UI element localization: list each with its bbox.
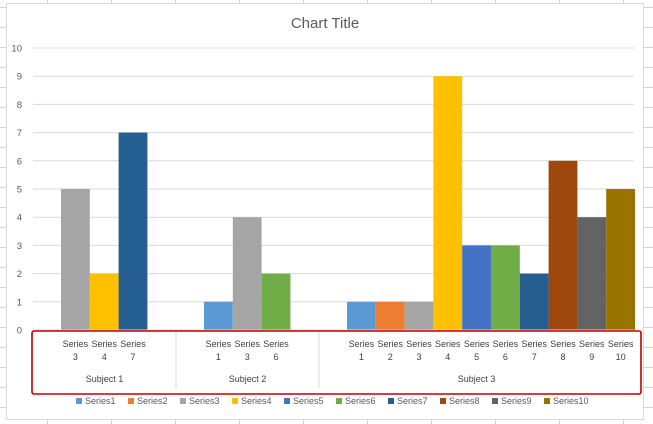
legend-label: Series4	[241, 396, 272, 406]
x-group-label: Subject 2	[229, 374, 267, 384]
x-group-label: Subject 1	[86, 374, 124, 384]
bar-subject-3-series10[interactable]	[606, 189, 635, 330]
x-sublabel-series: Series	[263, 339, 289, 349]
bar-subject-3-series5[interactable]	[462, 245, 491, 330]
x-sublabel-series: Series	[206, 339, 232, 349]
bar-subject-3-series3[interactable]	[404, 301, 434, 330]
y-tick-label: 7	[17, 128, 22, 139]
bar-subject-2-series3[interactable]	[232, 217, 262, 330]
legend-label: Series3	[189, 396, 220, 406]
legend-swatch-series10	[544, 398, 550, 404]
legend-label: Series9	[501, 396, 532, 406]
bar-subject-1-series3[interactable]	[61, 189, 90, 330]
x-sublabel-number: 6	[273, 352, 278, 362]
x-sublabel-series: Series	[435, 339, 461, 349]
bar-subject-3-series4[interactable]	[433, 76, 463, 330]
x-sublabel-number: 4	[102, 352, 107, 362]
legend-label: Series10	[553, 396, 589, 406]
bar-subject-3-series1[interactable]	[347, 301, 376, 330]
x-sublabel-series: Series	[234, 339, 260, 349]
y-tick-label: 1	[17, 297, 22, 308]
legend-label: Series2	[137, 396, 168, 406]
y-tick-label: 0	[17, 326, 22, 337]
x-sublabel-series: Series	[464, 339, 490, 349]
legend-swatch-series7	[388, 398, 394, 404]
bar-subject-2-series6[interactable]	[261, 273, 291, 330]
legend-label: Series1	[85, 396, 116, 406]
x-sublabel-series: Series	[349, 339, 375, 349]
y-tick-label: 4	[17, 213, 22, 224]
legend-swatch-series6	[336, 398, 342, 404]
x-sublabel-series: Series	[521, 339, 547, 349]
x-sublabel-number: 8	[560, 352, 565, 362]
legend-label: Series6	[345, 396, 376, 406]
x-sublabel-number: 4	[445, 352, 450, 362]
legend-label: Series5	[293, 396, 324, 406]
x-sublabel-number: 10	[616, 352, 626, 362]
x-sublabel-series: Series	[406, 339, 432, 349]
x-sublabel-series: Series	[550, 339, 576, 349]
x-sublabel-number: 9	[589, 352, 594, 362]
x-sublabel-number: 7	[532, 352, 537, 362]
x-sublabel-number: 3	[416, 352, 421, 362]
x-sublabel-number: 6	[503, 352, 508, 362]
y-tick-label: 2	[17, 269, 22, 280]
x-sublabel-series: Series	[91, 339, 117, 349]
y-tick-label: 5	[17, 185, 22, 196]
y-tick-label: 10	[11, 44, 22, 55]
chart-area[interactable]	[6, 3, 644, 420]
bar-subject-1-series7[interactable]	[118, 132, 148, 330]
x-sublabel-series: Series	[608, 339, 634, 349]
legend-swatch-series5	[284, 398, 290, 404]
y-tick-label: 3	[17, 241, 22, 252]
bar-subject-3-series7[interactable]	[519, 273, 549, 330]
bar-subject-3-series2[interactable]	[375, 301, 405, 330]
x-sublabel-number: 2	[388, 352, 393, 362]
x-sublabel-series: Series	[120, 339, 146, 349]
x-sublabel-number: 7	[130, 352, 135, 362]
x-sublabel-series: Series	[377, 339, 403, 349]
legend-swatch-series2	[128, 398, 134, 404]
x-sublabel-number: 3	[73, 352, 78, 362]
legend-label: Series7	[397, 396, 428, 406]
x-sublabel-number: 3	[245, 352, 250, 362]
x-sublabel-number: 5	[474, 352, 479, 362]
legend-swatch-series1	[76, 398, 82, 404]
legend-label: Series8	[449, 396, 480, 406]
bar-subject-3-series6[interactable]	[491, 245, 520, 330]
y-tick-label: 6	[17, 156, 22, 167]
bar-subject-2-series1[interactable]	[204, 301, 233, 330]
x-sublabel-series: Series	[493, 339, 519, 349]
x-sublabel-number: 1	[359, 352, 364, 362]
axis-highlight-box	[31, 330, 642, 395]
legend-swatch-series8	[440, 398, 446, 404]
legend-swatch-series9	[492, 398, 498, 404]
x-group-label: Subject 3	[458, 374, 496, 384]
bar-subject-3-series8[interactable]	[548, 160, 578, 330]
bar-subject-3-series9[interactable]	[577, 217, 607, 330]
x-sublabel-series: Series	[63, 339, 89, 349]
legend-swatch-series4	[232, 398, 238, 404]
y-tick-label: 9	[17, 72, 22, 83]
x-sublabel-series: Series	[579, 339, 605, 349]
y-tick-label: 8	[17, 100, 22, 111]
legend-swatch-series3	[180, 398, 186, 404]
bar-subject-1-series4[interactable]	[89, 273, 119, 330]
chart-title: Chart Title	[291, 15, 359, 32]
x-sublabel-number: 1	[216, 352, 221, 362]
